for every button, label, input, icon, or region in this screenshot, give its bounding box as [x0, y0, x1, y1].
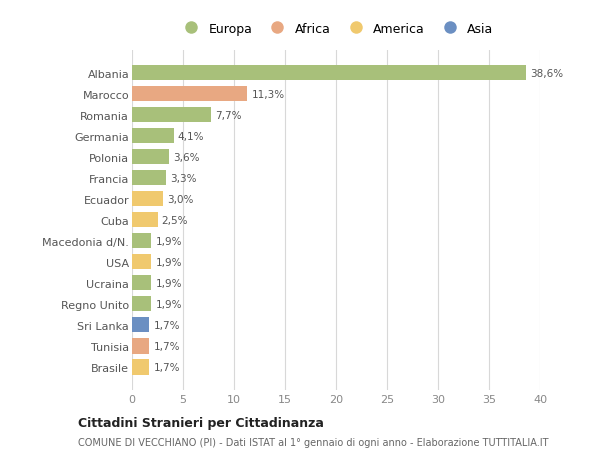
- Text: 3,6%: 3,6%: [173, 152, 199, 162]
- Bar: [132, 234, 151, 249]
- Text: Cittadini Stranieri per Cittadinanza: Cittadini Stranieri per Cittadinanza: [78, 416, 324, 429]
- Text: 11,3%: 11,3%: [251, 90, 284, 100]
- Text: 1,9%: 1,9%: [155, 257, 182, 267]
- Bar: [132, 359, 149, 375]
- Text: COMUNE DI VECCHIANO (PI) - Dati ISTAT al 1° gennaio di ogni anno - Elaborazione : COMUNE DI VECCHIANO (PI) - Dati ISTAT al…: [78, 437, 548, 447]
- Bar: [132, 318, 149, 333]
- Text: 1,9%: 1,9%: [155, 278, 182, 288]
- Text: 7,7%: 7,7%: [215, 111, 241, 120]
- Bar: [132, 129, 174, 144]
- Text: 1,9%: 1,9%: [155, 299, 182, 309]
- Text: 4,1%: 4,1%: [178, 131, 205, 141]
- Bar: [132, 255, 151, 270]
- Bar: [132, 192, 163, 207]
- Text: 38,6%: 38,6%: [530, 68, 563, 78]
- Text: 1,7%: 1,7%: [154, 362, 180, 372]
- Bar: [132, 87, 247, 102]
- Text: 1,7%: 1,7%: [154, 320, 180, 330]
- Bar: [132, 339, 149, 354]
- Bar: [132, 108, 211, 123]
- Bar: [132, 171, 166, 186]
- Bar: [132, 297, 151, 312]
- Text: 3,0%: 3,0%: [167, 194, 193, 204]
- Text: 1,9%: 1,9%: [155, 236, 182, 246]
- Bar: [132, 213, 157, 228]
- Text: 2,5%: 2,5%: [161, 215, 188, 225]
- Bar: [132, 276, 151, 291]
- Bar: [132, 66, 526, 81]
- Bar: [132, 150, 169, 165]
- Text: 3,3%: 3,3%: [170, 174, 196, 183]
- Text: 1,7%: 1,7%: [154, 341, 180, 351]
- Legend: Europa, Africa, America, Asia: Europa, Africa, America, Asia: [178, 23, 494, 36]
